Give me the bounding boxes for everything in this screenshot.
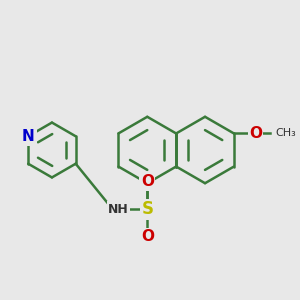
Text: N: N — [22, 129, 34, 144]
Text: S: S — [141, 200, 153, 218]
Text: O: O — [249, 126, 262, 141]
Text: CH₃: CH₃ — [276, 128, 296, 138]
Text: O: O — [141, 174, 154, 189]
Text: NH: NH — [108, 203, 129, 216]
Text: O: O — [141, 229, 154, 244]
